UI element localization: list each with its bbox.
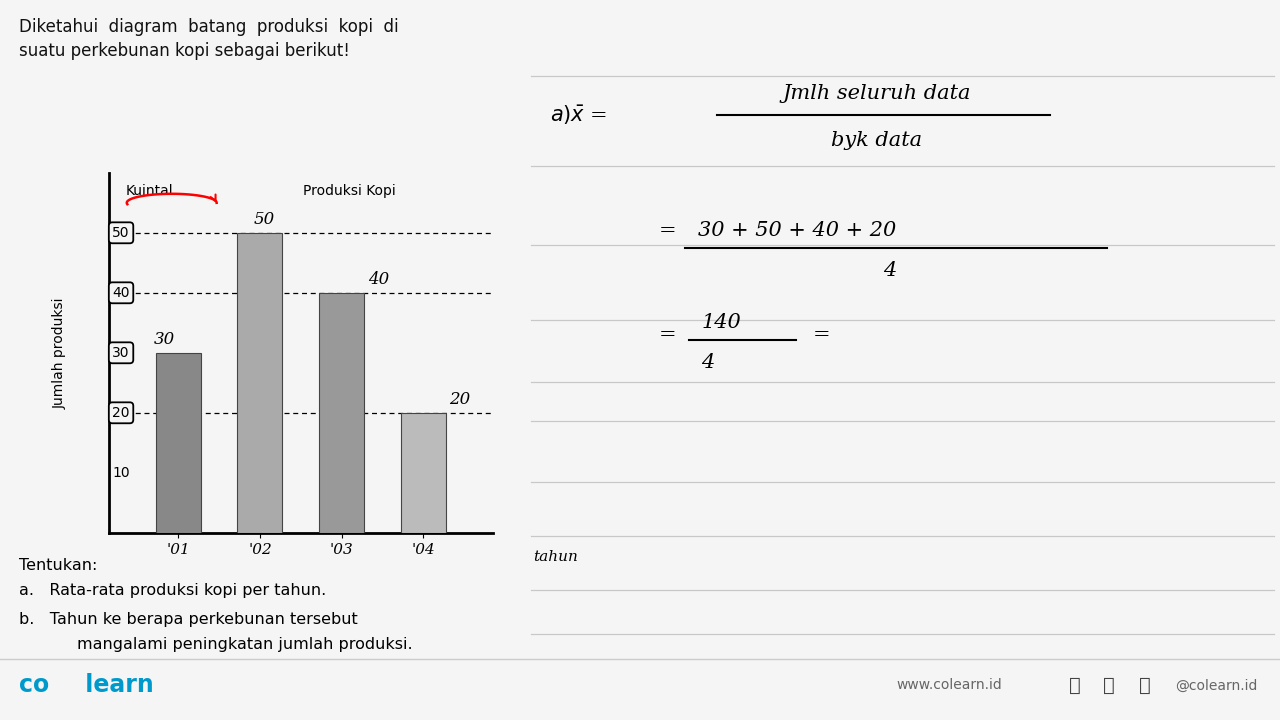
Text: 50: 50: [113, 226, 129, 240]
Text: mangalami peningkatan jumlah produksi.: mangalami peningkatan jumlah produksi.: [77, 637, 412, 652]
Text: @colearn.id: @colearn.id: [1175, 678, 1257, 693]
Text: : : [1103, 676, 1115, 695]
Text: 4: 4: [701, 353, 714, 372]
Bar: [401, 413, 445, 533]
Text: b.   Tahun ke berapa perkebunan tersebut: b. Tahun ke berapa perkebunan tersebut: [19, 612, 358, 627]
Text: 40: 40: [113, 286, 129, 300]
Text: www.colearn.id: www.colearn.id: [896, 678, 1002, 693]
Text: suatu perkebunan kopi sebagai berikut!: suatu perkebunan kopi sebagai berikut!: [19, 42, 349, 60]
Text: 30: 30: [113, 346, 129, 360]
Text: 140: 140: [701, 313, 741, 332]
Text: tahun: tahun: [534, 550, 579, 564]
Text: =: =: [659, 325, 677, 344]
Text: Jmlh seluruh data: Jmlh seluruh data: [782, 84, 972, 103]
Text: Jumlah produksi: Jumlah produksi: [52, 297, 67, 408]
Text: Kuintal: Kuintal: [125, 184, 173, 198]
Text: =: =: [659, 221, 677, 240]
Bar: [319, 293, 364, 533]
Text: 20: 20: [449, 391, 471, 408]
Text: Diketahui  diagram  batang  produksi  kopi  di: Diketahui diagram batang produksi kopi d…: [19, 18, 399, 36]
Bar: [238, 233, 283, 533]
Text: =: =: [813, 325, 831, 344]
Text: 20: 20: [113, 406, 129, 420]
Text: co: co: [19, 673, 50, 698]
Text: learn: learn: [77, 673, 154, 698]
Text: 4: 4: [883, 261, 896, 279]
Text: 10: 10: [113, 466, 129, 480]
Text: Tentukan:: Tentukan:: [19, 558, 97, 573]
Text: a.   Rata-rata produksi kopi per tahun.: a. Rata-rata produksi kopi per tahun.: [19, 583, 326, 598]
Text: : : [1139, 676, 1151, 695]
Text: : : [1069, 676, 1080, 695]
Text: $a)\bar{x}$ =: $a)\bar{x}$ =: [550, 104, 608, 127]
Text: 30 + 50 + 40 + 20: 30 + 50 + 40 + 20: [698, 221, 896, 240]
Text: 50: 50: [253, 211, 275, 228]
Text: 40: 40: [367, 271, 389, 288]
Bar: [156, 353, 201, 533]
Text: 30: 30: [154, 330, 175, 348]
Text: byk data: byk data: [831, 131, 923, 150]
Text: Produksi Kopi: Produksi Kopi: [303, 184, 397, 198]
